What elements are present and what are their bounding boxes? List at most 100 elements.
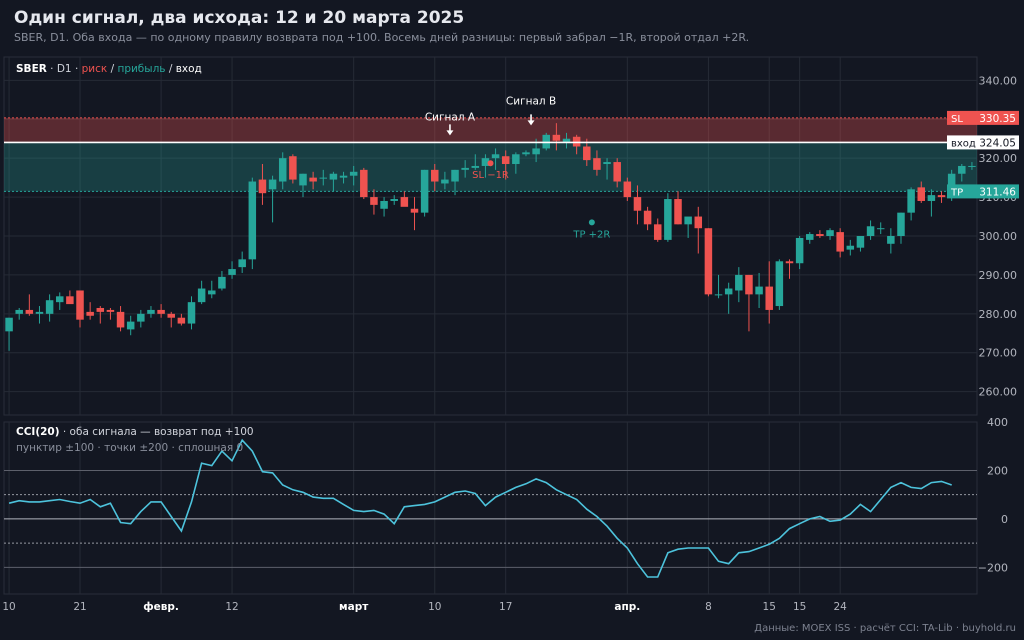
candle-body xyxy=(897,212,905,236)
data-source-footer: Данные: MOEX ISS · расчёт CCI: TA-Lib · … xyxy=(754,623,1016,634)
candle xyxy=(664,193,672,242)
legend-part: SBER xyxy=(16,63,47,75)
candle xyxy=(552,123,561,151)
candle-body xyxy=(299,173,307,186)
candle xyxy=(228,261,236,279)
candle xyxy=(126,315,135,336)
candle-body xyxy=(349,171,358,176)
outcome-marker xyxy=(487,160,494,167)
candle xyxy=(876,222,885,235)
candle-body xyxy=(623,181,632,198)
candle xyxy=(806,232,814,244)
candle xyxy=(836,228,844,258)
candle-body xyxy=(309,177,317,182)
profit-zone xyxy=(4,142,977,192)
candle-body xyxy=(461,167,469,170)
candle-body xyxy=(491,154,500,159)
xtick-label: 12 xyxy=(225,601,238,613)
candle xyxy=(268,175,277,223)
candle xyxy=(258,164,267,205)
candle-body xyxy=(694,216,703,229)
candle-body xyxy=(562,138,571,143)
candle xyxy=(461,160,469,178)
price-ytick-label: 280.00 xyxy=(979,308,1018,321)
candle-body xyxy=(167,313,175,318)
price-ytick-label: 270.00 xyxy=(979,347,1018,360)
cci-ytick-label: 0 xyxy=(1001,513,1008,526)
candle xyxy=(826,228,834,240)
tp-level-value-bg xyxy=(971,184,1019,199)
outcome-label: TP +2R xyxy=(572,229,610,240)
candle xyxy=(501,150,510,180)
sl-level-tag-bg xyxy=(947,110,971,125)
candle-body xyxy=(157,309,165,314)
outcome-label: SL −1R xyxy=(472,170,509,181)
cci-series-line xyxy=(8,438,952,578)
candle xyxy=(745,274,753,332)
entry-level-value-bg xyxy=(985,135,1019,150)
candle xyxy=(248,177,257,270)
candle xyxy=(15,307,23,320)
candle-body xyxy=(512,154,520,165)
tp-level-tag-bg xyxy=(947,184,971,199)
candle xyxy=(927,189,936,217)
candle xyxy=(643,206,652,231)
candle xyxy=(887,228,895,254)
candle-body xyxy=(278,158,287,182)
xtick-label: 10 xyxy=(428,601,441,613)
signal-arrow xyxy=(527,114,535,126)
candle xyxy=(55,292,64,310)
candle xyxy=(329,171,338,192)
candle xyxy=(309,171,317,190)
candle xyxy=(278,152,287,190)
candle xyxy=(76,290,84,328)
candle xyxy=(856,236,865,252)
candle xyxy=(339,171,348,184)
candle xyxy=(522,150,530,157)
candle-body xyxy=(106,309,115,312)
candle-body xyxy=(927,195,936,201)
candle-body xyxy=(785,261,794,264)
candle xyxy=(937,191,946,203)
entry-level: вход 324.05 xyxy=(947,135,1019,150)
candle-body xyxy=(329,173,338,180)
candle xyxy=(512,152,520,174)
candle-body xyxy=(795,237,804,264)
candle xyxy=(593,150,601,176)
cci-ytick-label: 200 xyxy=(987,464,1008,477)
price-ytick-label: 340.00 xyxy=(979,74,1018,87)
cci-panel-frame xyxy=(3,421,978,595)
signal-label: Сигнал A xyxy=(425,111,476,123)
candle xyxy=(45,294,54,322)
cci-ytick-label: −200 xyxy=(978,561,1008,574)
candle xyxy=(360,167,368,200)
sl-level-value-text: 330.35 xyxy=(979,113,1016,125)
candle xyxy=(866,220,875,240)
price-ytick-label: 260.00 xyxy=(979,386,1018,399)
candle xyxy=(917,181,926,203)
candle xyxy=(157,304,165,318)
candle xyxy=(714,274,723,299)
xtick-label: 17 xyxy=(499,601,512,613)
candle-body xyxy=(755,286,763,295)
candle xyxy=(238,251,246,273)
candle xyxy=(349,165,358,186)
candle-body xyxy=(76,290,84,320)
candle-body xyxy=(441,179,449,184)
candle-body xyxy=(147,309,155,314)
candle xyxy=(66,290,74,305)
candle xyxy=(471,154,480,170)
candle-body xyxy=(25,309,34,314)
candle-body xyxy=(846,245,855,250)
signal-arrow xyxy=(446,124,454,136)
candle-body xyxy=(937,195,946,198)
candle-body xyxy=(714,294,723,296)
candle xyxy=(400,191,409,207)
candle xyxy=(410,197,419,231)
candle-body xyxy=(96,307,105,312)
candle-body xyxy=(289,156,297,180)
candle xyxy=(684,216,692,238)
legend-part: / xyxy=(165,63,175,75)
candle xyxy=(846,239,855,256)
